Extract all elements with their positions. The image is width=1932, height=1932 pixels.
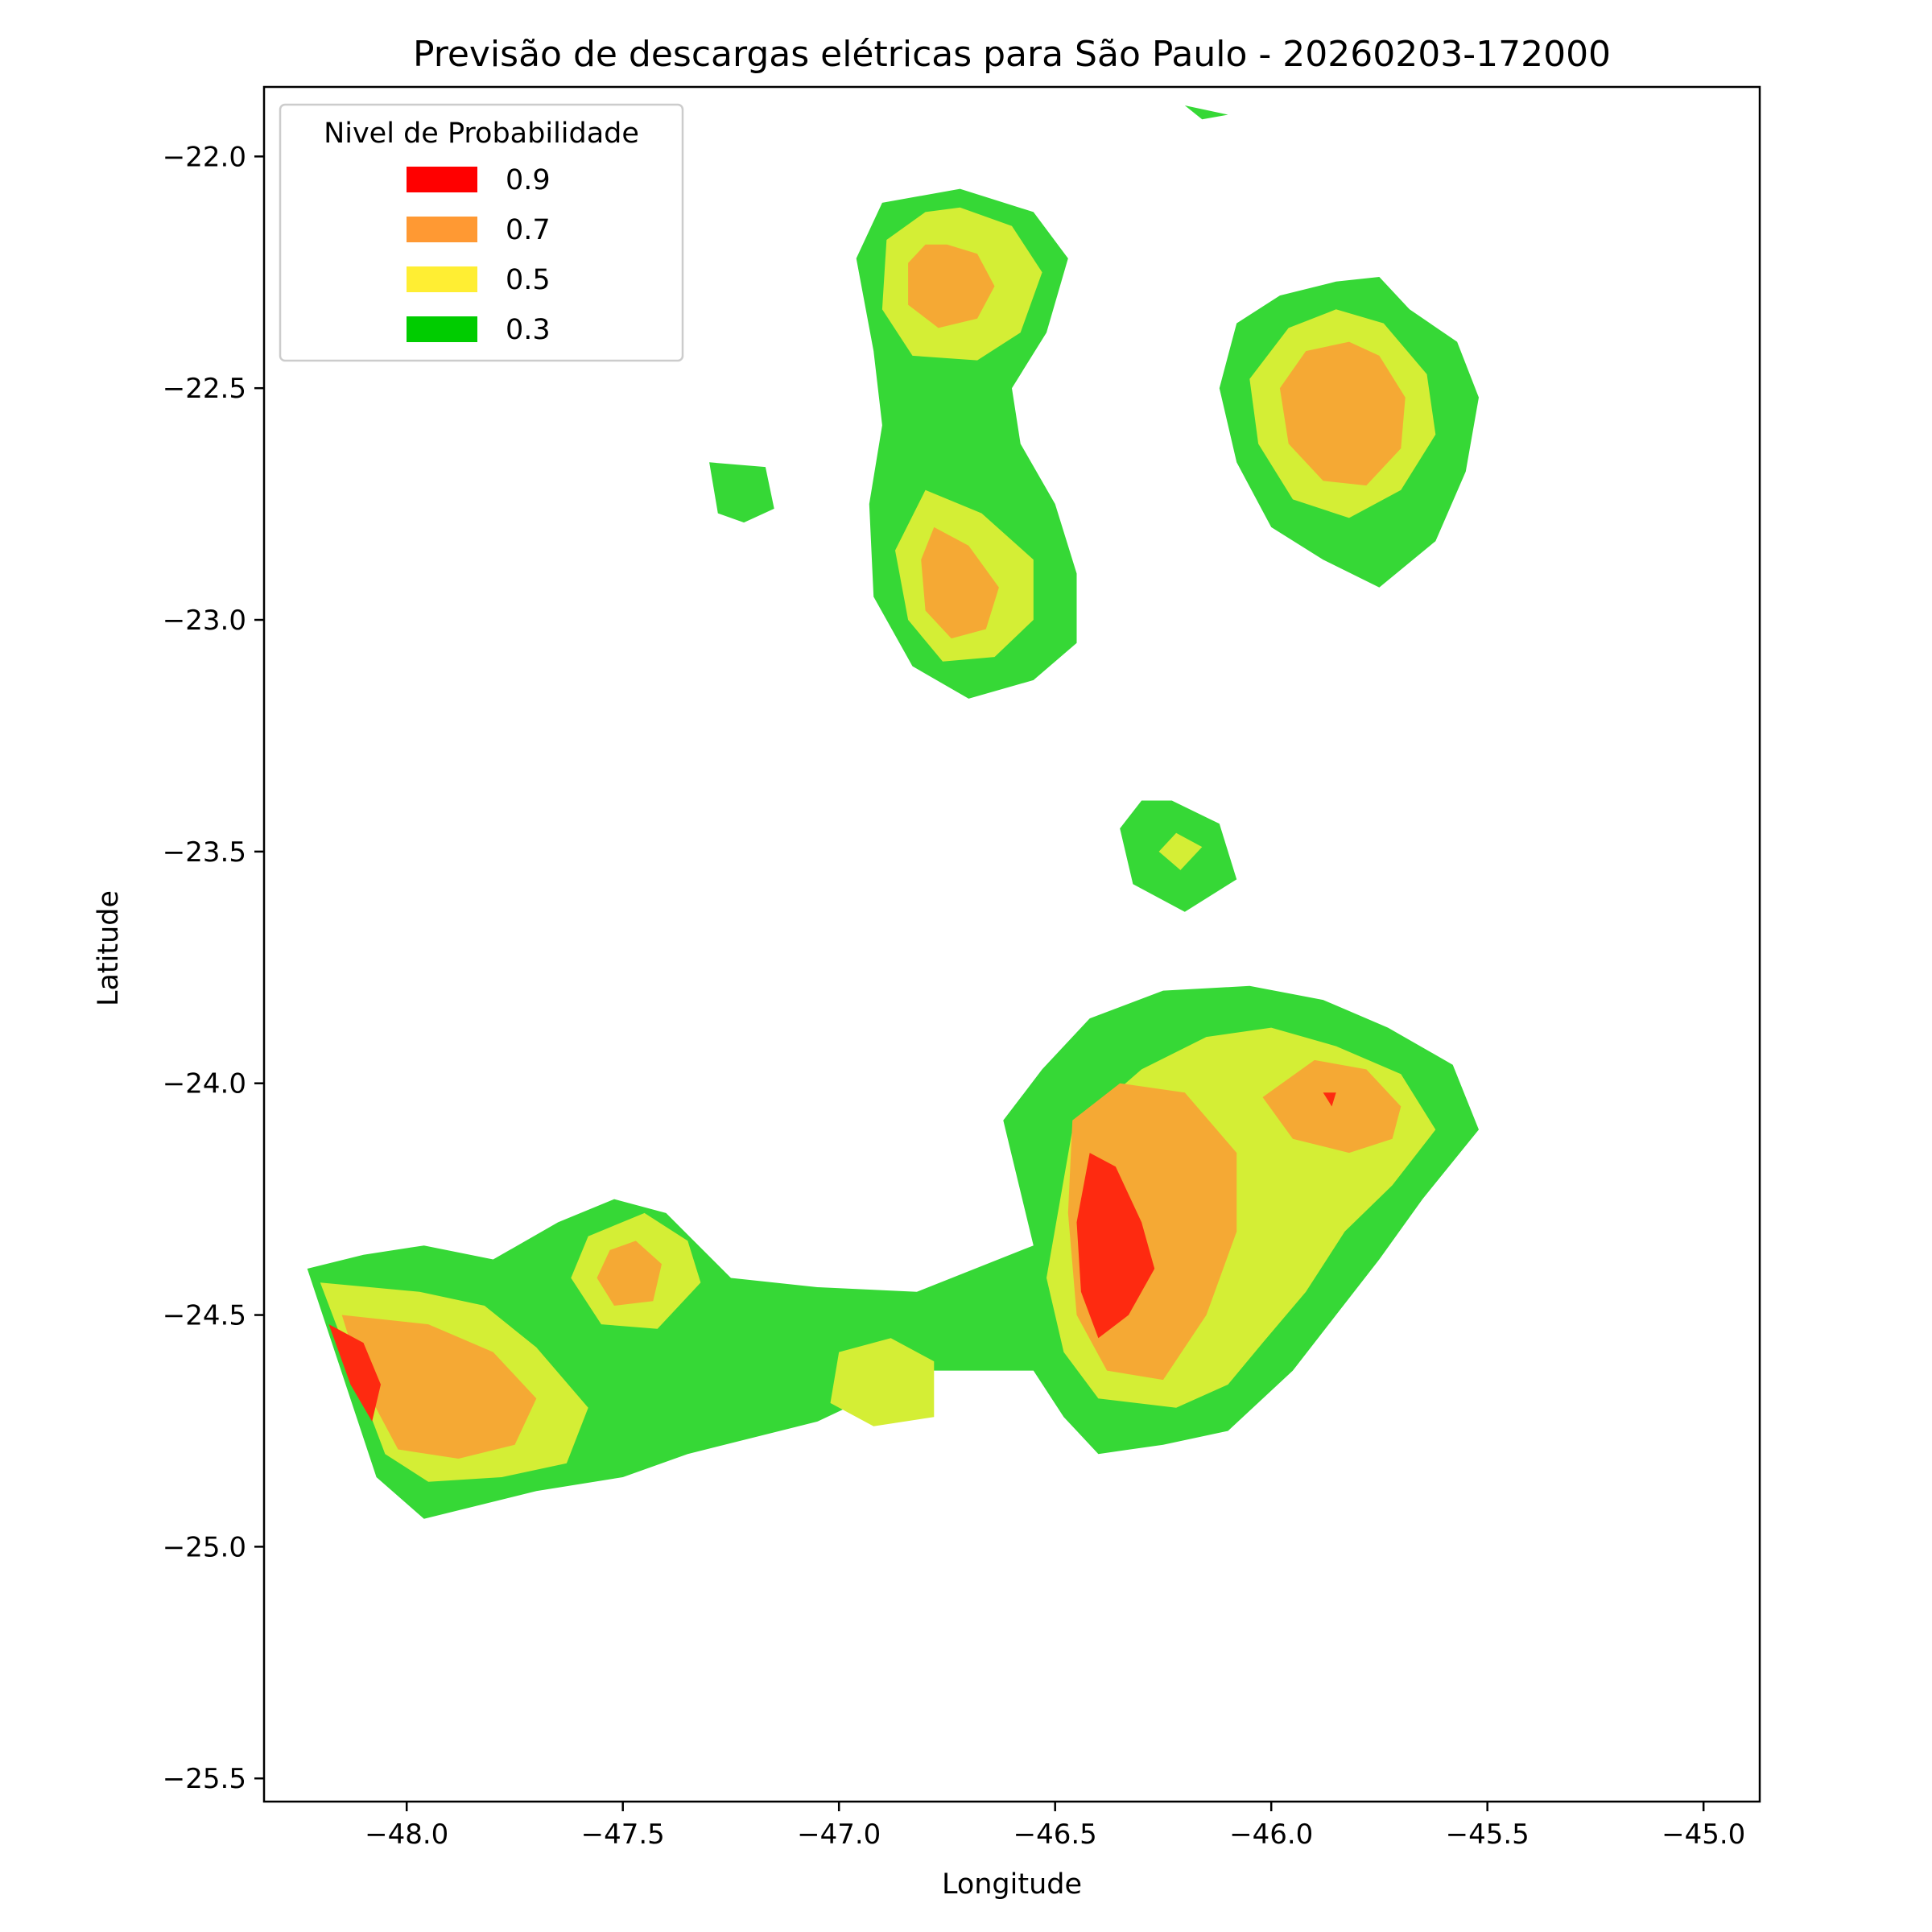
- x-tick-label: −47.5: [581, 1818, 665, 1851]
- legend: Nivel de Probabilidade 0.9 0.7 0.5 0.3: [279, 103, 684, 362]
- x-tick-label: −45.5: [1446, 1818, 1530, 1851]
- x-axis-ticks: −48.0 −47.5 −47.0 −46.5 −46.0 −45.5 −45.0: [365, 1802, 1745, 1851]
- x-tick-label: −48.0: [365, 1818, 448, 1851]
- legend-label-03: 0.3: [506, 314, 551, 346]
- y-tick-label: −22.0: [163, 141, 246, 173]
- contour-region-03-6: [1184, 105, 1228, 120]
- y-tick-label: −24.5: [163, 1300, 246, 1332]
- contour-region-07-2: [908, 244, 995, 328]
- contour-region-07-22: [341, 1315, 537, 1459]
- y-tick-label: −23.0: [163, 605, 246, 637]
- x-tick-label: −46.5: [1013, 1818, 1097, 1851]
- legend-title: Nivel de Probabilidade: [324, 118, 639, 150]
- x-tick-label: −45.0: [1662, 1818, 1745, 1851]
- y-tick-label: −24.0: [163, 1068, 246, 1100]
- contour-region-05-11: [1158, 832, 1203, 870]
- contour-region-07-19: [597, 1241, 662, 1306]
- plot-frame: [262, 85, 1761, 1803]
- legend-swatch-03: [407, 316, 477, 342]
- legend-swatch-07: [407, 217, 477, 242]
- legend-label-07: 0.7: [506, 214, 551, 246]
- legend-box: [279, 103, 684, 362]
- contour-regions: [307, 105, 1480, 1519]
- contour-region-07-9: [1279, 341, 1406, 486]
- contour-region-05-20: [830, 1338, 935, 1426]
- contour-region-09-23: [328, 1324, 381, 1422]
- contour-region-07-4: [921, 526, 999, 639]
- legend-label-05: 0.5: [506, 264, 551, 296]
- y-axis-ticks: −22.0 −22.5 −23.0 −23.5 −24.0 −24.5 −25.0 −25.5: [163, 141, 264, 1795]
- y-axis-title: Latitude: [93, 890, 125, 1006]
- contour-region-09-17: [1323, 1092, 1336, 1107]
- y-tick-label: −22.5: [163, 373, 246, 405]
- x-tick-label: −46.0: [1229, 1818, 1313, 1851]
- contour-region-09-16: [1076, 1153, 1155, 1339]
- chart-title: Previsão de descargas elétricas para São…: [413, 34, 1611, 75]
- legend-swatch-05: [407, 266, 477, 292]
- x-axis-title: Longitude: [942, 1868, 1082, 1901]
- contour-region-03-5: [709, 462, 774, 523]
- y-tick-label: −23.5: [163, 836, 246, 869]
- y-tick-label: −25.0: [163, 1531, 246, 1563]
- y-tick-label: −25.5: [163, 1763, 246, 1795]
- legend-label-09: 0.9: [506, 164, 551, 196]
- legend-swatch-09: [407, 167, 477, 192]
- x-tick-label: −47.0: [797, 1818, 881, 1851]
